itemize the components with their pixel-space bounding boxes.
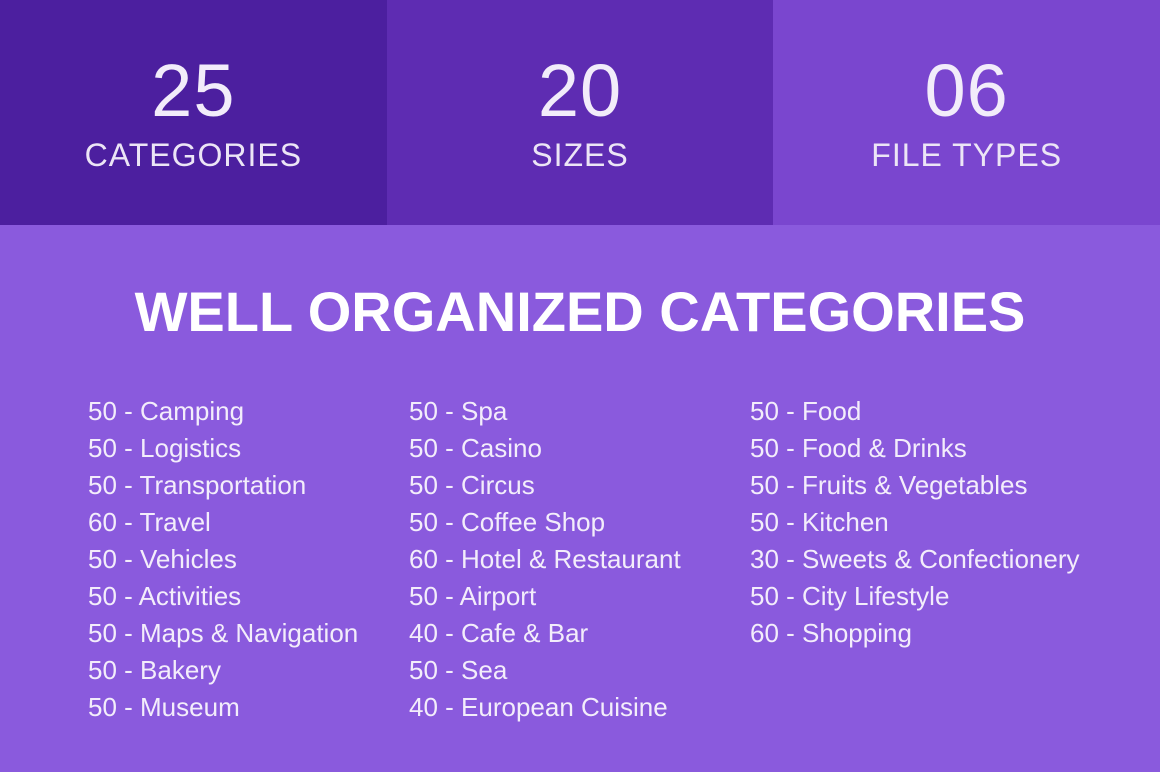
category-list-item: 50 - Food xyxy=(750,396,862,426)
category-list-item: 50 - Museum xyxy=(88,692,240,722)
category-list-item: 50 - Maps & Navigation xyxy=(88,618,359,648)
category-list-2: 50 - Spa 50 - Casino 50 - Circus 50 - Coffe… xyxy=(409,393,750,726)
stat-box-sizes: 20 SIZES xyxy=(386,0,774,225)
category-list-item: 60 - Shopping xyxy=(750,618,912,648)
categories-label: CATEGORIES xyxy=(84,136,303,173)
category-list-item: 60 - Travel xyxy=(88,507,211,537)
category-list-item: 50 - Spa xyxy=(409,396,508,426)
category-list-item: 50 - Activities xyxy=(88,581,242,611)
category-list-item: 50 - Logistics xyxy=(88,433,242,463)
category-list-1: 50 - Camping 50 - Logistics 50 - Transport… xyxy=(88,393,409,726)
stats-strip: 25 CATEGORIES 20 SIZES 06 FILE TYPES xyxy=(0,0,1160,225)
category-list-item: 50 - Fruits & Vegetables xyxy=(750,470,1028,500)
category-list-item: 50 - City Lifestyle xyxy=(750,581,950,611)
category-list-item: 50 - Coffee Shop xyxy=(409,507,606,537)
file-types-label: FILE TYPES xyxy=(871,136,1063,173)
page-title: WELL ORGANIZED CATEGORIES xyxy=(134,280,1026,343)
category-list-item: 50 - Vehicles xyxy=(88,544,237,574)
category-list-item: 50 - Bakery xyxy=(88,655,221,685)
category-column-3: 50 - Food 50 - Food & Drinks 50 - Fruits &… xyxy=(750,393,1120,726)
category-list-item: 50 - Food & Drinks xyxy=(750,433,967,463)
stat-box-categories: 25 CATEGORIES xyxy=(0,0,387,225)
category-list-item: 50 - Sea xyxy=(409,655,508,685)
category-list-3: 50 - Food 50 - Food & Drinks 50 - Fruits &… xyxy=(750,393,1120,652)
category-list-item: 50 - Circus xyxy=(409,470,535,500)
category-list-item: 60 - Hotel & Restaurant xyxy=(409,544,681,574)
categories-count: 25 xyxy=(151,48,236,132)
category-column-1: 50 - Camping 50 - Logistics 50 - Transport… xyxy=(88,393,409,726)
category-list-item: 50 - Camping xyxy=(88,396,245,426)
category-list-item: 40 - European Cuisine xyxy=(409,692,668,722)
file-types-count: 06 xyxy=(924,48,1009,132)
sizes-label: SIZES xyxy=(531,136,629,173)
stat-box-file-types: 06 FILE TYPES xyxy=(773,0,1160,225)
sizes-count: 20 xyxy=(537,48,623,132)
category-list-item: 30 - Sweets & Confectionery xyxy=(750,544,1080,574)
category-list-item: 50 - Casino xyxy=(409,433,542,463)
category-columns: 50 - Camping 50 - Logistics 50 - Transport… xyxy=(0,393,1160,726)
categories-section: WELL ORGANIZED CATEGORIES 50 - Camping 50… xyxy=(0,225,1160,772)
category-list-item: 50 - Kitchen xyxy=(750,507,889,537)
category-list-item: 50 - Airport xyxy=(409,581,537,611)
category-list-item: 40 - Cafe & Bar xyxy=(409,618,589,648)
category-column-2: 50 - Spa 50 - Casino 50 - Circus 50 - Coffe… xyxy=(409,393,750,726)
category-list-item: 50 - Transportation xyxy=(88,470,307,500)
